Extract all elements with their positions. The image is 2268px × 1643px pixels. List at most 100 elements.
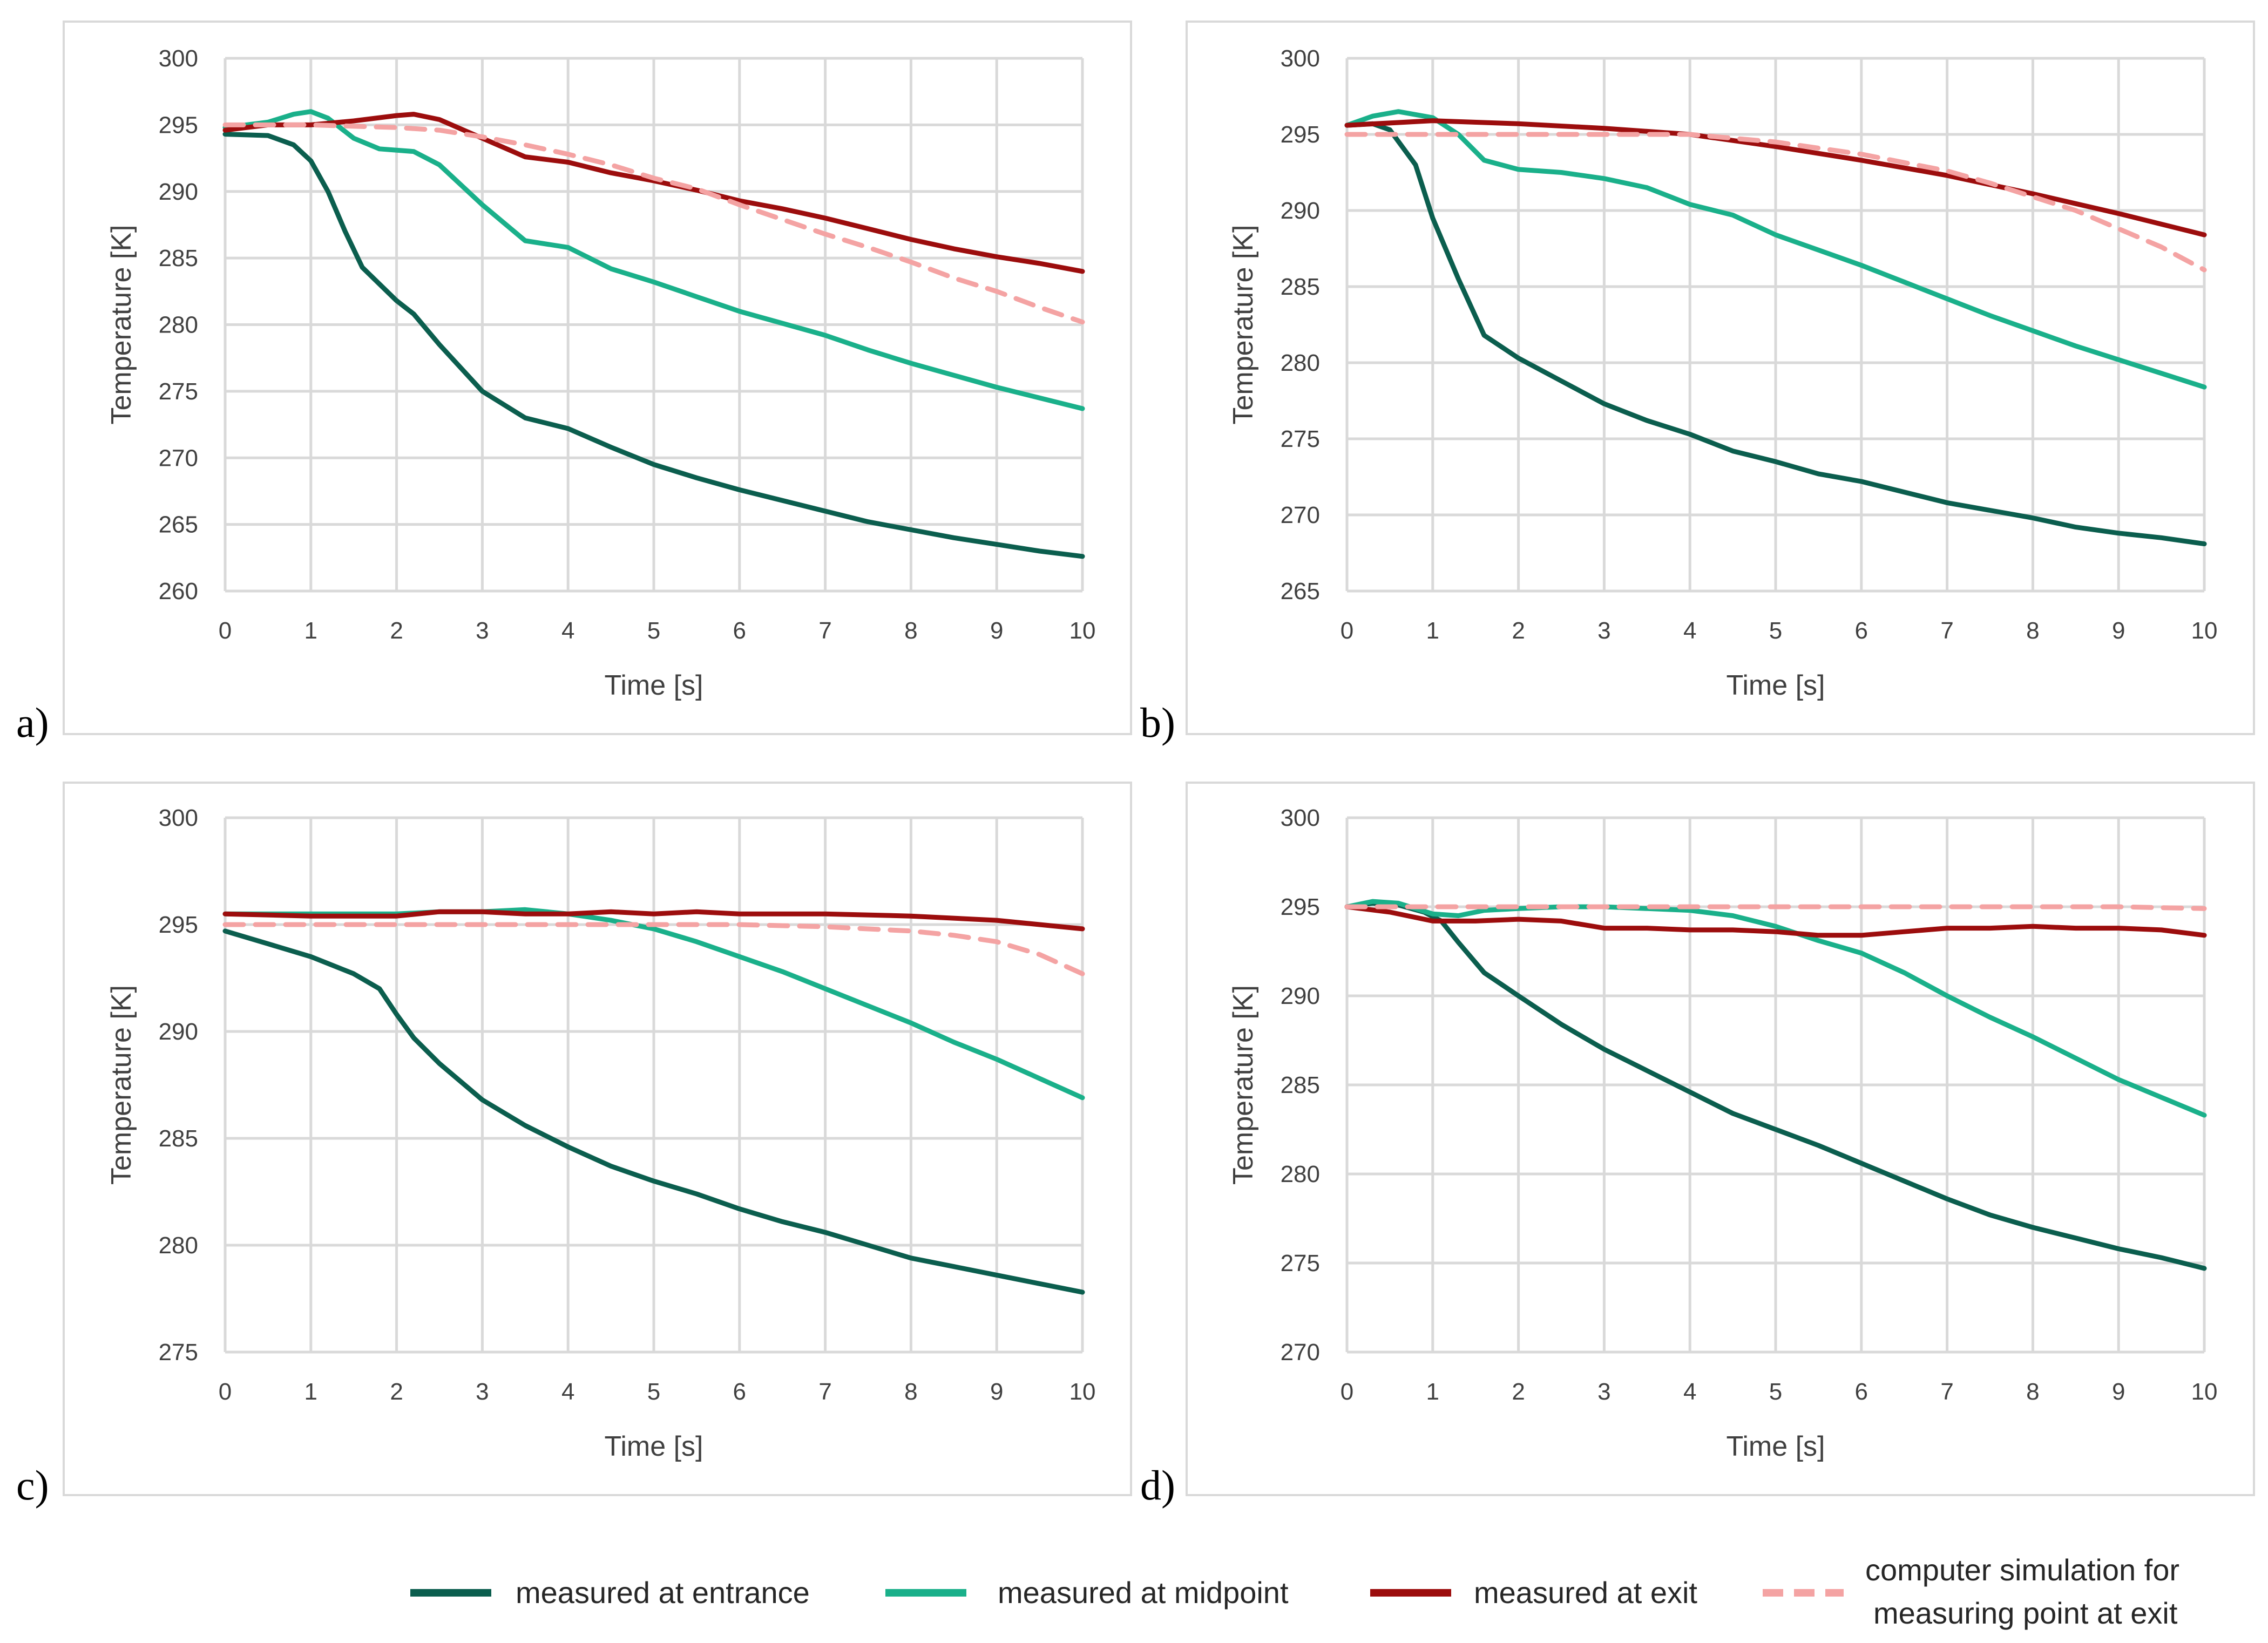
x-tick-label: 3 xyxy=(1597,1379,1610,1405)
series-line-3-exit xyxy=(1344,118,2207,237)
x-tick-label: 8 xyxy=(904,1379,917,1405)
x-tick-label: 3 xyxy=(476,1379,489,1405)
chart-panel-1: 0 1 2 3 4 5 6 7 8 9 10 260 265 270 275 280 285 290 295 300 T… xyxy=(16,21,1132,746)
y-tick-label: 280 xyxy=(1281,1161,1320,1187)
x-tick-label: 4 xyxy=(1683,1379,1696,1405)
x-tick-label: 9 xyxy=(2112,617,2125,644)
y-tick-label: 265 xyxy=(159,512,198,538)
x-tick-label: 5 xyxy=(647,1379,660,1405)
y-tick-label: 295 xyxy=(159,112,198,138)
series-line-4-exit xyxy=(1344,904,2207,911)
y-tick-label: 280 xyxy=(159,312,198,338)
x-tick-label: 0 xyxy=(219,1379,232,1405)
y-tick-label: 290 xyxy=(159,1019,198,1045)
y-tick-label: 275 xyxy=(1281,1250,1320,1277)
series-line-1-entrance xyxy=(222,132,1085,559)
y-tick-label: 290 xyxy=(1281,983,1320,1009)
legend-label-simulation-line2: measuring point at exit xyxy=(1873,1596,2178,1630)
y-tick-label: 275 xyxy=(159,378,198,405)
x-tick-label: 5 xyxy=(1769,1379,1782,1405)
x-axis-title: Time [s] xyxy=(1727,670,1825,701)
series-line-2-midpoint xyxy=(222,109,1085,411)
x-tick-label: 8 xyxy=(904,617,917,644)
legend-label-exit: measured at exit xyxy=(1474,1576,1697,1610)
y-tick-label: 270 xyxy=(1281,502,1320,528)
x-tick-label: 3 xyxy=(476,617,489,644)
x-tick-label: 4 xyxy=(561,1379,574,1405)
y-tick-label: 270 xyxy=(1281,1339,1320,1366)
x-tick-label: 6 xyxy=(733,1379,746,1405)
legend-label-midpoint: measured at midpoint xyxy=(998,1576,1289,1610)
x-tick-label: 10 xyxy=(1069,617,1096,644)
series-line-4-exit xyxy=(222,122,1085,325)
x-tick-label: 7 xyxy=(818,1379,831,1405)
series-line-4-exit xyxy=(1344,132,2207,273)
x-tick-label: 8 xyxy=(2026,1379,2039,1405)
series-line-2-midpoint xyxy=(1344,899,2207,1118)
y-tick-label: 300 xyxy=(159,805,198,831)
x-tick-label: 2 xyxy=(390,617,403,644)
y-axis-title: Temperature [K] xyxy=(1228,225,1259,425)
x-tick-label: 9 xyxy=(990,1379,1003,1405)
y-tick-label: 285 xyxy=(1281,1072,1320,1098)
chart-panel-3: 0 1 2 3 4 5 6 7 8 9 10 275 280 285 290 295 300 Time [s] Te… xyxy=(16,782,1132,1509)
x-tick-label: 0 xyxy=(1341,1379,1353,1405)
legend: measured at entrance measured at midpoin… xyxy=(410,1553,2179,1630)
x-tick-label: 9 xyxy=(2112,1379,2125,1405)
y-tick-label: 285 xyxy=(159,1125,198,1152)
x-tick-label: 1 xyxy=(1426,1379,1439,1405)
series-line-4-exit xyxy=(222,922,1085,976)
x-axis-title: Time [s] xyxy=(1727,1431,1825,1462)
y-tick-label: 285 xyxy=(159,245,198,271)
y-tick-label: 265 xyxy=(1281,578,1320,605)
x-tick-label: 1 xyxy=(1426,617,1439,644)
y-tick-label: 290 xyxy=(1281,198,1320,224)
x-tick-label: 5 xyxy=(1769,617,1782,644)
x-axis-title: Time [s] xyxy=(605,1431,703,1462)
x-tick-label: 10 xyxy=(2191,617,2218,644)
y-tick-label: 275 xyxy=(159,1339,198,1366)
y-axis-title: Temperature [K] xyxy=(1228,985,1259,1185)
x-tick-label: 7 xyxy=(1940,617,1953,644)
y-axis-title: Temperature [K] xyxy=(106,225,137,425)
x-tick-label: 2 xyxy=(1512,617,1525,644)
legend-label-simulation-line1: computer simulation for xyxy=(1865,1553,2179,1587)
series-line-3-exit xyxy=(1344,904,2207,938)
x-tick-label: 7 xyxy=(818,617,831,644)
series-line-2-midpoint xyxy=(1344,109,2207,390)
x-tick-label: 6 xyxy=(733,617,746,644)
y-tick-label: 295 xyxy=(159,912,198,938)
y-tick-label: 300 xyxy=(1281,805,1320,831)
y-tick-label: 280 xyxy=(1281,350,1320,376)
y-tick-label: 290 xyxy=(159,179,198,205)
x-tick-label: 8 xyxy=(2026,617,2039,644)
x-axis-title: Time [s] xyxy=(605,670,703,701)
x-tick-label: 6 xyxy=(1855,617,1868,644)
y-tick-label: 260 xyxy=(159,578,198,605)
x-tick-label: 10 xyxy=(2191,1379,2218,1405)
x-tick-label: 1 xyxy=(304,617,317,644)
y-tick-label: 270 xyxy=(159,445,198,471)
x-tick-label: 4 xyxy=(561,617,574,644)
x-tick-label: 2 xyxy=(390,1379,403,1405)
series-line-3-exit xyxy=(222,112,1085,274)
x-tick-label: 0 xyxy=(1341,617,1353,644)
chart-panel-4: 0 1 2 3 4 5 6 7 8 9 10 270 275 280 285 290 295 300 Time [s… xyxy=(1140,782,2255,1509)
panel-label: c) xyxy=(16,1462,49,1509)
panel-label: b) xyxy=(1140,699,1175,746)
y-tick-label: 295 xyxy=(1281,121,1320,148)
x-tick-label: 6 xyxy=(1855,1379,1868,1405)
legend-label-entrance: measured at entrance xyxy=(516,1576,810,1610)
x-tick-label: 10 xyxy=(1069,1379,1096,1405)
x-tick-label: 2 xyxy=(1512,1379,1525,1405)
x-tick-label: 1 xyxy=(304,1379,317,1405)
x-tick-label: 7 xyxy=(1940,1379,1953,1405)
x-tick-label: 9 xyxy=(990,617,1003,644)
series-line-1-entrance xyxy=(222,928,1085,1295)
y-axis-title: Temperature [K] xyxy=(106,985,137,1185)
y-tick-label: 280 xyxy=(159,1232,198,1259)
x-tick-label: 3 xyxy=(1597,617,1610,644)
y-tick-label: 285 xyxy=(1281,274,1320,300)
y-tick-label: 295 xyxy=(1281,894,1320,920)
